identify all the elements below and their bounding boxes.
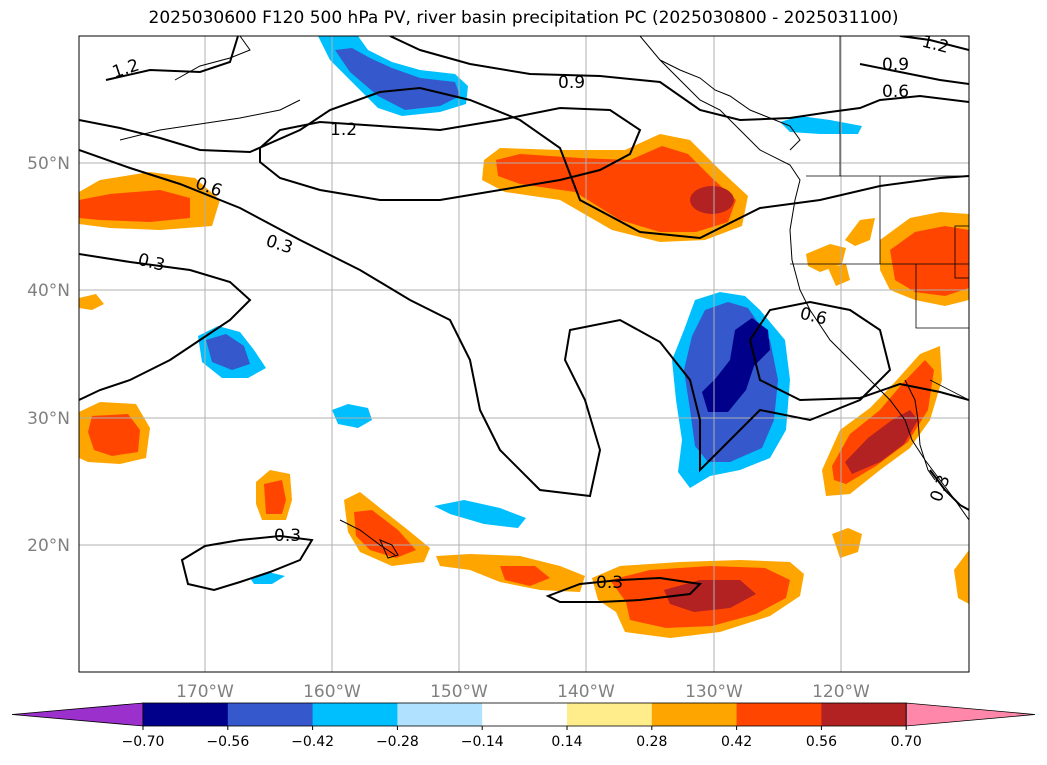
colorbar-extend-high (905, 702, 1036, 727)
pos-region-baja-peak (845, 410, 918, 474)
colorbar-segment (143, 703, 229, 726)
colorbar-segment (312, 703, 398, 726)
contour-label-pv-1-2-center: 1.2 (330, 120, 357, 140)
colorbar-segment (227, 703, 314, 726)
colorbar-tick-label: 0.56 (806, 734, 837, 750)
pos-region-w-edge (79, 294, 104, 310)
colorbar-segment (567, 703, 653, 726)
pos-region-se-edge (954, 550, 969, 604)
neg-region-hawaii-n (434, 500, 526, 528)
lat-tick-20n: 20°N (27, 536, 70, 556)
pos-region-ne-core (890, 226, 969, 296)
colorbar-tick-label: −0.28 (376, 734, 419, 750)
lon-tick-170w: 170°W (176, 682, 234, 702)
colorbar-tick-label: −0.14 (461, 734, 504, 750)
colorbar-tick-label: −0.56 (206, 734, 249, 750)
contour-label-pv-0-3-loop: 0.3 (596, 573, 623, 593)
lon-tick-150w: 150°W (430, 682, 488, 702)
colorbar-segment (821, 703, 907, 726)
latitude-ticks: 50°N 40°N 30°N 20°N (27, 154, 70, 556)
pos-region-small-1-core (264, 480, 286, 514)
contour-label-pv-0-6-ne: 0.6 (882, 82, 909, 102)
pos-region-npac-core (496, 146, 736, 232)
neg-region-west-core (206, 334, 250, 370)
grid (79, 36, 969, 672)
neg-region-gulf-alaska-core (335, 48, 460, 110)
lat-tick-50n: 50°N (27, 154, 70, 174)
colorbar-segment (651, 703, 738, 726)
contour-label-pv-0-9-north: 0.9 (558, 73, 585, 93)
contour-label-pv-0-3-south: 0.3 (274, 526, 301, 546)
colorbar-tick-label: 0.70 (891, 734, 922, 750)
pos-region-nw-core (79, 190, 190, 222)
pos-region-south-west-core (500, 566, 550, 586)
lon-tick-160w: 160°W (303, 682, 361, 702)
map-title: 2025030600 F120 500 hPa PV, river basin … (148, 8, 899, 28)
lat-tick-40n: 40°N (27, 281, 70, 301)
neg-region-central-core (702, 318, 770, 412)
colorbar-tick-label: 0.14 (551, 734, 582, 750)
colorbar-extend-low (11, 702, 144, 727)
map-frame (78, 35, 970, 673)
colorbar-frame (142, 702, 907, 727)
contour-label-pv-0-9-ne: 0.9 (882, 55, 909, 75)
colorbar-tick-label: 0.28 (636, 734, 667, 750)
lon-tick-120w: 120°W (812, 682, 870, 702)
pos-region-mexico (832, 528, 862, 558)
colorbar-tick-label: 0.42 (721, 734, 752, 750)
coastlines (119, 36, 969, 559)
pv-contours (79, 36, 969, 603)
pos-region-sw-core (88, 414, 140, 456)
colorbar-tick-label: −0.42 (291, 734, 334, 750)
neg-region-sw-small (250, 572, 285, 584)
colorbar-segment (397, 703, 483, 726)
pos-region-hawaii-core (354, 510, 416, 558)
lat-tick-30n: 30°N (27, 409, 70, 429)
pos-region-oregon (806, 244, 846, 272)
country-borders (790, 36, 969, 401)
colorbar-tick-label: −0.70 (122, 734, 165, 750)
lon-tick-130w: 130°W (685, 682, 743, 702)
pos-region-oregon-2 (828, 264, 850, 286)
pos-region-npac-peak (690, 186, 734, 214)
colorbar: −0.70 −0.56 −0.42 −0.28 −0.14 0.14 0.28 0.42 0.5… (11, 702, 1036, 750)
lon-tick-140w: 140°W (557, 682, 615, 702)
colorbar-segment (736, 703, 822, 726)
pos-region-south-peak (664, 580, 756, 612)
pos-region-idaho (845, 218, 875, 246)
neg-region-spot (332, 404, 372, 428)
longitude-ticks: 170°W 160°W 150°W 140°W 130°W 120°W (176, 682, 870, 702)
colorbar-segment (482, 703, 568, 726)
